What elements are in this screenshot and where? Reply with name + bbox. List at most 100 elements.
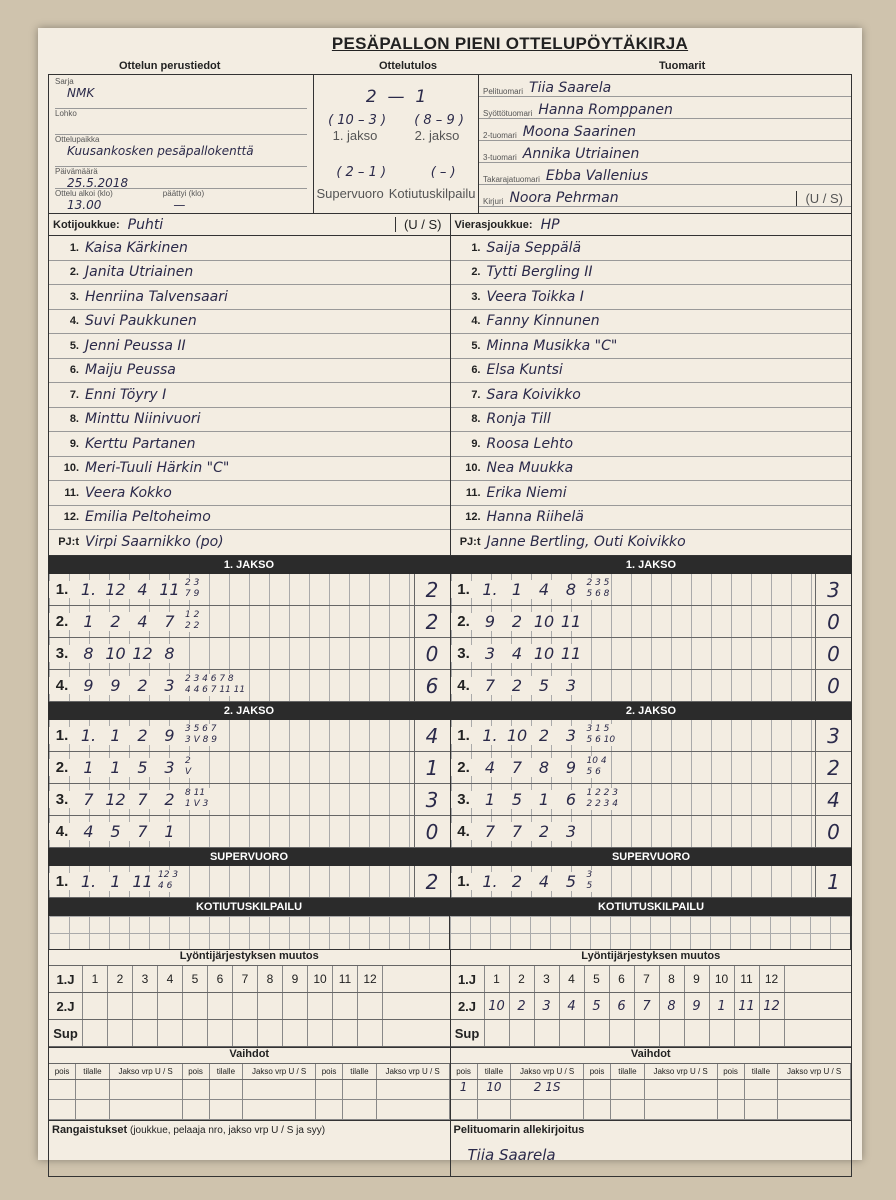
section-title: Lyöntijärjestyksen muutos [450, 950, 851, 966]
player-row: 12. Emilia Peltoheimo [49, 506, 450, 530]
player-name: Elsa Kuntsi [486, 362, 563, 379]
away-inning: 1. 1. 10 2 3 3 1 5 5 6 10 3 2. 4 7 8 9 10 4 5 6 2 3. 1 5… [450, 719, 851, 848]
player-number: 12. [465, 511, 481, 524]
pj-names: Janne Bertling, Outi Koivikko [486, 534, 686, 551]
lineup-row: 1.J 1 2 3 4 5 6 7 8 9 10 11 12 [49, 965, 450, 993]
runs: 3 [815, 719, 851, 751]
lineup-number: 5 [585, 965, 610, 992]
runs: 2 [413, 605, 450, 637]
basic-info: Sarja NMK Lohko Ottelupaikka Kuusankosken … [49, 75, 314, 213]
lineup-entry: 10 [485, 992, 510, 1019]
player-name: Minttu Niinivuori [85, 411, 201, 428]
column-header: tilalle [611, 1063, 645, 1079]
sub-cell [718, 1099, 745, 1119]
batter-entry: 4 [129, 611, 156, 631]
run-notes: 1 2 2 2 [183, 610, 202, 632]
lineup-cell [133, 992, 158, 1019]
lineup-cell [635, 1019, 660, 1046]
player-name: Emilia Peltoheimo [85, 509, 211, 526]
lineup-number: 4 [158, 965, 183, 992]
lineup-number: 6 [610, 965, 635, 992]
label: päättyi (klo) [162, 189, 205, 198]
lineup-number: 3 [133, 965, 158, 992]
inning-title: 1. JAKSO [223, 558, 275, 571]
lineup-cell [610, 1019, 635, 1046]
player-name: Maiju Peussa [85, 362, 176, 379]
run-notes: 10 4 5 6 [584, 756, 609, 778]
row-label: Sup [451, 1019, 485, 1046]
sub-cell [210, 1079, 244, 1099]
runs: 4 [413, 719, 450, 751]
batter-entry: 3 [557, 725, 585, 745]
player-row: 12. Hanna Riihelä [450, 506, 851, 530]
inning-title: SUPERVUORO [209, 850, 289, 863]
label: 2. jakso [414, 128, 460, 143]
player-name: Veera Kokko [85, 484, 172, 501]
sub-cell [778, 1079, 851, 1099]
role: 3-tuomari [483, 153, 517, 162]
player-number: 12. [63, 511, 79, 524]
column-header: tilalle [478, 1063, 512, 1079]
batter-entry: 1 [102, 725, 129, 745]
row-label: 3. [450, 790, 477, 808]
batter-entry: 2 [102, 611, 129, 631]
referees-heading: Tuomarit [659, 60, 706, 72]
row-label: 1. [450, 580, 477, 598]
lineup-number: 8 [660, 965, 685, 992]
start-time: 13.00 [67, 198, 102, 212]
sub-cell [718, 1079, 745, 1099]
label: 1. jakso [332, 128, 378, 143]
sub-cell [49, 1079, 77, 1099]
pj-names: Virpi Saarnikko (po) [85, 534, 224, 551]
sub-row [49, 1099, 450, 1120]
lineup-entry: 11 [735, 992, 760, 1019]
lineup-number: 10 [710, 965, 735, 992]
section-title: Vaihdot [49, 1048, 450, 1064]
lineup-cell [258, 992, 283, 1019]
lineup-cell [510, 1019, 535, 1046]
sub-entry: 10 [478, 1079, 512, 1099]
batter-entry: 1 [102, 757, 129, 777]
player-number: 4. [69, 315, 79, 328]
batter-entry: 1. [75, 579, 102, 599]
batter-entry: 1 [102, 871, 129, 891]
player-row: 9. Kerttu Partanen [49, 432, 450, 457]
inning-row: 1. 1. 10 2 3 3 1 5 5 6 10 3 [450, 719, 851, 752]
end-time: — [173, 198, 186, 212]
inning-row: 2. 9 2 10 11 0 [450, 605, 851, 638]
lineup-cell [208, 992, 233, 1019]
batter-entry: 9 [156, 725, 183, 745]
batter-entry: 9 [75, 675, 102, 695]
batter-entry: 12 [102, 789, 129, 809]
innings: 1. JAKSO 1. JAKSO 1. 1. 12 4 11 2 3 7 9 2 2. 1 2 4 7 1… [48, 555, 852, 898]
player-name: Suvi Paukkunen [85, 313, 197, 330]
pj-label: PJ:t [58, 536, 79, 549]
batter-entry: 10 [530, 611, 558, 631]
sub-cell [645, 1079, 718, 1099]
player-name: Henriina Talvensaari [85, 288, 228, 305]
player-number: 8. [471, 413, 481, 426]
row-label: 1. [49, 580, 75, 598]
player-number: 2. [69, 266, 79, 279]
kotiutus-score: ( – ) [430, 165, 456, 180]
batter-entry: 8 [557, 579, 585, 599]
batter-entry: 5 [557, 871, 585, 891]
batter-entry: 4 [476, 757, 504, 777]
batter-entry: 2 [503, 675, 531, 695]
player-row: 3. Veera Toikka I [450, 285, 851, 310]
player-name: Kerttu Partanen [85, 435, 196, 452]
column-header: pois [316, 1063, 344, 1079]
player-row: 8. Minttu Niinivuori [49, 408, 450, 432]
player-number: 1. [69, 241, 79, 254]
inning-bar: SUPERVUORO SUPERVUORO [48, 847, 852, 866]
batter-entry: 1. [476, 725, 504, 745]
column-header: Jakso vrp U / S [243, 1063, 316, 1079]
us-label: (U / S) [796, 191, 851, 206]
label: Supervuoro [316, 186, 384, 201]
runs: 0 [413, 815, 450, 847]
column-header: tilalle [210, 1063, 244, 1079]
referee-row: Pelituomari Tiia Saarela [479, 75, 851, 97]
sub-cell [611, 1099, 645, 1119]
